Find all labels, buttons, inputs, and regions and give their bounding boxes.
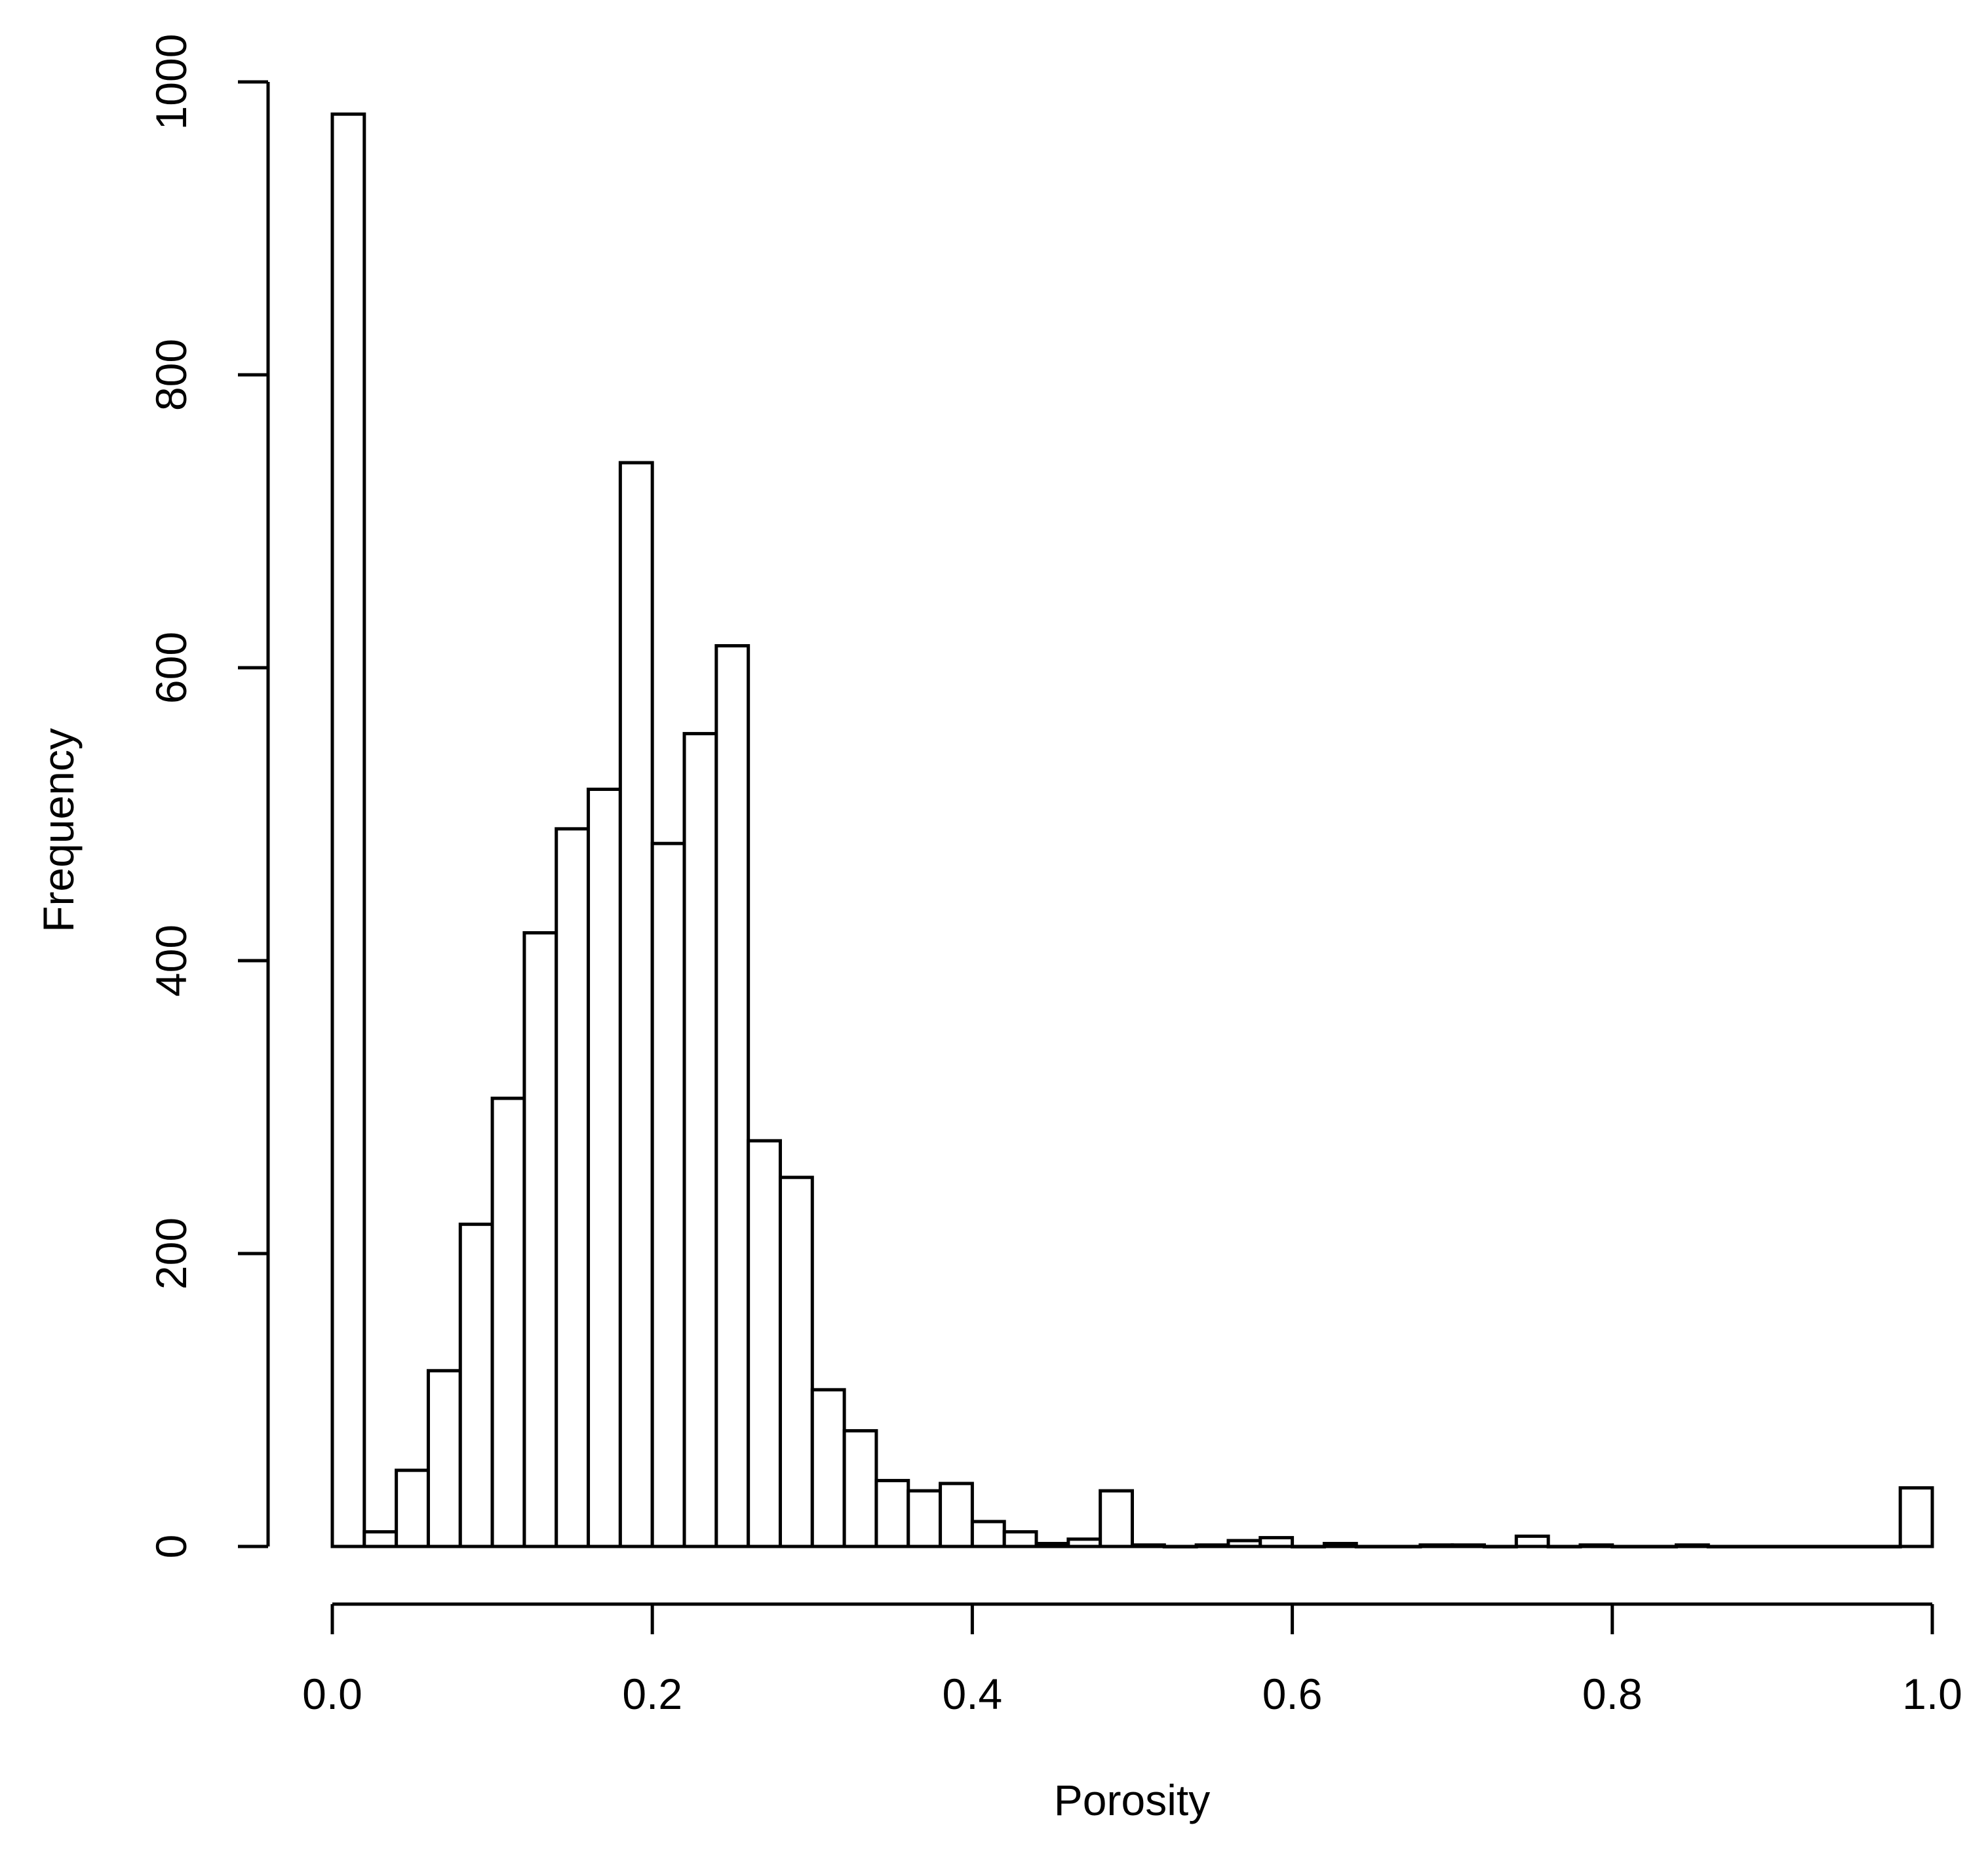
histogram-bar xyxy=(362,1530,399,1548)
x-tick-label: 0.6 xyxy=(1262,1670,1323,1718)
histogram-bar xyxy=(1514,1534,1550,1548)
histogram-bar xyxy=(778,1176,814,1548)
histogram-bar xyxy=(330,112,366,1548)
histogram-bar xyxy=(1674,1543,1710,1548)
x-tick-label: 0.4 xyxy=(943,1670,1003,1718)
histogram-bar xyxy=(1322,1542,1358,1548)
x-tick-label: 0.8 xyxy=(1582,1670,1643,1718)
histogram-bar xyxy=(1483,1544,1518,1548)
histogram-bar xyxy=(1803,1544,1839,1548)
histogram-bar xyxy=(1162,1544,1198,1548)
histogram-bar xyxy=(1643,1544,1678,1548)
y-axis: 0 200 400 600 800 1000 xyxy=(147,34,270,1559)
histogram-bar xyxy=(522,931,558,1548)
y-tick-label: 800 xyxy=(147,339,195,411)
histogram-bar xyxy=(1898,1486,1934,1548)
histogram-bar xyxy=(1258,1536,1295,1548)
histogram-bar xyxy=(1418,1543,1454,1548)
histogram-bar xyxy=(1610,1544,1647,1548)
x-tick-label: 1.0 xyxy=(1902,1670,1962,1718)
y-tick-label: 0 xyxy=(147,1535,195,1559)
histogram-bar xyxy=(1706,1544,1742,1548)
histogram-bar xyxy=(1034,1542,1070,1548)
histogram-bar xyxy=(842,1429,878,1548)
histogram-bar xyxy=(1291,1544,1326,1548)
histogram-bar xyxy=(1131,1543,1166,1548)
histogram-bar xyxy=(458,1222,494,1548)
y-tick-label: 400 xyxy=(147,925,195,997)
histogram-bar xyxy=(1835,1544,1870,1548)
histogram-bar xyxy=(970,1520,1006,1548)
histogram-bar xyxy=(1738,1544,1774,1548)
histogram-bar xyxy=(682,732,718,1548)
histogram-bar xyxy=(1386,1544,1422,1548)
histogram-bar xyxy=(1099,1489,1135,1548)
histogram-bar xyxy=(874,1478,910,1548)
histogram-bar xyxy=(906,1489,943,1548)
histogram-bar xyxy=(1354,1544,1390,1548)
x-tick-label: 0.2 xyxy=(622,1670,682,1718)
histogram-bar xyxy=(1866,1544,1902,1548)
histogram-bar xyxy=(1066,1537,1102,1548)
histogram-bar xyxy=(1546,1544,1582,1548)
histogram-bar xyxy=(714,643,750,1548)
histogram-bar xyxy=(395,1468,430,1548)
histogram-bar xyxy=(1451,1543,1487,1548)
histogram-bars xyxy=(330,112,1934,1548)
histogram-bar xyxy=(1578,1543,1614,1548)
histogram-bar xyxy=(555,827,591,1548)
histogram-bar xyxy=(426,1369,462,1548)
x-tick-label: 0.0 xyxy=(302,1670,362,1718)
histogram-bar xyxy=(810,1388,846,1548)
y-tick-label: 1000 xyxy=(147,34,195,130)
histogram-bar xyxy=(490,1096,526,1548)
histogram-bar xyxy=(747,1139,782,1548)
histogram-bar xyxy=(1194,1543,1230,1548)
histogram-bar xyxy=(939,1482,974,1548)
histogram-bar xyxy=(587,788,622,1548)
y-tick-label: 200 xyxy=(147,1218,195,1290)
y-tick-label: 600 xyxy=(147,632,195,704)
histogram-bar xyxy=(618,461,654,1548)
x-axis: 0.0 0.2 0.4 0.6 0.8 1.0 xyxy=(302,1602,1962,1718)
histogram-bar xyxy=(1002,1530,1038,1548)
histogram-bar xyxy=(650,841,686,1548)
y-axis-title: Frequency xyxy=(34,728,83,932)
histogram-bar xyxy=(1226,1539,1262,1548)
x-axis-title: Porosity xyxy=(1054,1776,1210,1824)
histogram-bar xyxy=(1770,1544,1806,1548)
